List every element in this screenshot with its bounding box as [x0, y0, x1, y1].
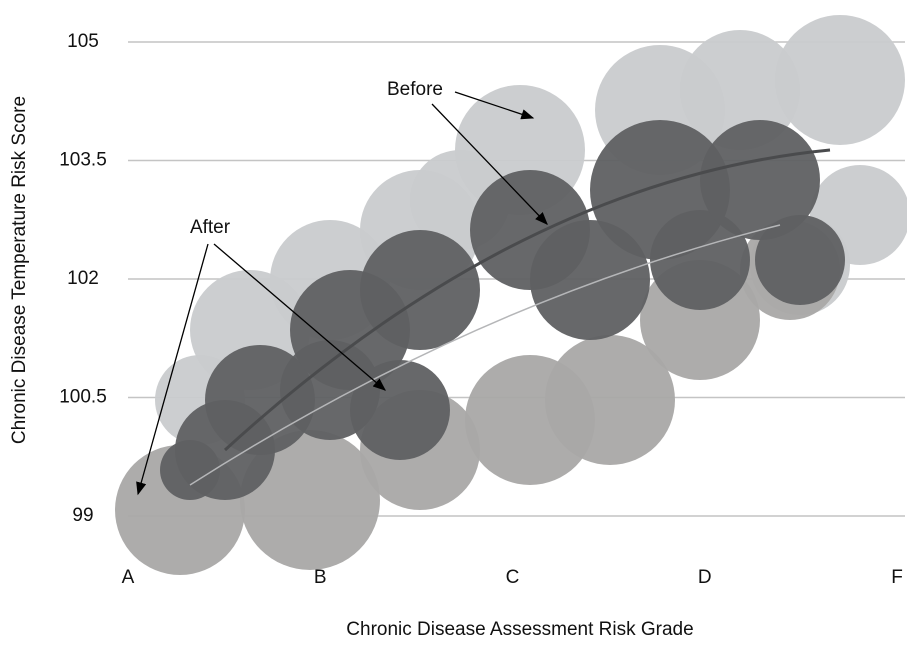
y-tick-label: 103.5: [59, 150, 107, 171]
x-tick-label: D: [698, 567, 712, 588]
y-tick-label: 102: [67, 268, 99, 289]
arrow: [136, 243, 209, 496]
cloud-blob: [680, 30, 800, 150]
arrow: [431, 103, 548, 225]
x-tick-label: A: [122, 567, 135, 588]
cloud-blob: [240, 430, 380, 570]
arrow: [454, 91, 535, 120]
y-tick-label: 105: [67, 31, 99, 52]
after-curve: [189, 224, 781, 486]
cloud-blob: [530, 220, 650, 340]
clouds: [115, 15, 907, 575]
cloud-blob: [775, 15, 905, 145]
cloud-blob: [755, 215, 845, 305]
cloud-blob: [700, 120, 820, 240]
annotation: Before: [387, 79, 443, 100]
x-tick-label: C: [506, 567, 520, 588]
x-tick-label: B: [314, 567, 327, 588]
before-curve: [223, 148, 831, 452]
cloud-blob: [650, 210, 750, 310]
arrows: [136, 91, 548, 496]
cloud-blob: [360, 230, 480, 350]
y-tick-label: 100.5: [59, 387, 107, 408]
x-axis-title: Chronic Disease Assessment Risk Grade: [346, 619, 693, 640]
cloud-blob: [545, 335, 675, 465]
arrow: [213, 243, 386, 391]
annotation: After: [190, 217, 231, 238]
y-axis-title: Chronic Disease Temperature Risk Score: [9, 96, 30, 444]
y-tick-label: 99: [72, 505, 93, 526]
x-tick-label: F: [891, 567, 903, 588]
